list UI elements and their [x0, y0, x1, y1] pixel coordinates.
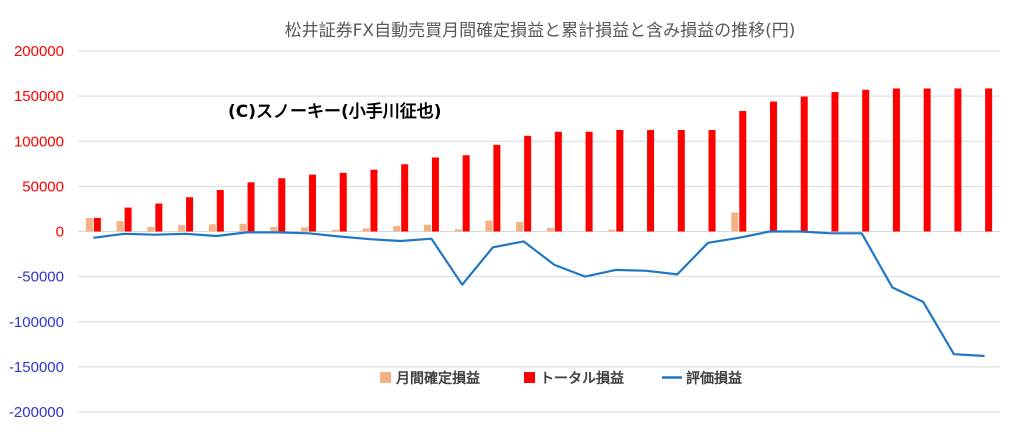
y-tick-label: -200000 [9, 404, 64, 421]
bar-monthly [731, 212, 739, 232]
bar-total [739, 111, 747, 232]
line-series [93, 230, 985, 358]
bar-monthly [516, 222, 524, 232]
bar-monthly [546, 227, 554, 232]
bar-total [831, 92, 839, 232]
bar-monthly [239, 223, 247, 232]
bar-total [524, 135, 532, 232]
bar-total [954, 88, 962, 232]
bar-total [770, 101, 777, 232]
legend-swatch-total [524, 372, 535, 383]
y-tick-label: 100000 [14, 133, 64, 150]
chart-title: 松井証券FX自動売買月間確定損益と累計損益と含み損益の推移(円) [285, 21, 796, 41]
bar-monthly [301, 227, 308, 232]
bar-monthly [178, 225, 186, 232]
bar-total [431, 157, 439, 232]
bar-total [923, 88, 931, 232]
bar-total [708, 129, 716, 232]
legend-swatch-monthly [380, 372, 391, 383]
bar-total [585, 131, 593, 232]
bar-total [278, 178, 286, 232]
y-tick-label: -50000 [17, 269, 64, 286]
bar-monthly [608, 229, 616, 232]
y-tick-label: 150000 [14, 88, 64, 105]
bar-total [124, 207, 132, 232]
y-tick-label: 200000 [14, 43, 64, 60]
bar-total [862, 89, 870, 232]
bar-total [155, 203, 163, 232]
bar-total [462, 155, 470, 232]
bar-monthly [331, 229, 339, 232]
bar-total [93, 217, 101, 232]
bar-total [493, 144, 501, 232]
bar-total [554, 131, 562, 232]
y-tick-label: -100000 [9, 314, 64, 331]
bar-total [647, 129, 655, 232]
y-tick-label: 50000 [22, 178, 64, 195]
bar-total [892, 88, 900, 232]
legend-label-monthly: 月間確定損益 [395, 370, 480, 387]
bar-monthly [393, 226, 401, 232]
bar-total [677, 129, 685, 232]
copyright-annotation: (C)スノーキー(小手川征也) [228, 101, 442, 122]
bar-total [247, 182, 255, 232]
bar-monthly [485, 220, 493, 232]
gridlines [78, 50, 1000, 413]
y-tick-label: 0 [56, 224, 64, 241]
legend: 月間確定損益 トータル損益 評価損益 [380, 370, 742, 387]
bar-total [216, 189, 224, 232]
legend-label-total: トータル損益 [540, 370, 624, 387]
bar-total [800, 96, 808, 232]
y-axis-ticks: 200000 150000 100000 50000 0 -50000 -100000 -15… [9, 43, 64, 421]
bar-monthly [116, 221, 124, 232]
bar-total [370, 169, 378, 232]
bar-monthly [208, 224, 216, 232]
bar-monthly [423, 224, 431, 232]
legend-label-unrealized: 評価損益 [686, 370, 742, 387]
bar-total [309, 174, 316, 232]
bar-total [616, 129, 624, 232]
line-unrealized [93, 230, 985, 358]
bars [85, 88, 993, 232]
bar-total [339, 172, 347, 232]
bar-monthly [454, 229, 462, 232]
bar-monthly [147, 226, 155, 232]
bar-total [985, 88, 993, 232]
y-tick-label: -150000 [9, 359, 64, 376]
bar-total [401, 164, 409, 232]
bar-monthly [362, 228, 370, 232]
bar-monthly [270, 226, 278, 232]
bar-total [186, 197, 194, 232]
bar-monthly [85, 217, 93, 232]
